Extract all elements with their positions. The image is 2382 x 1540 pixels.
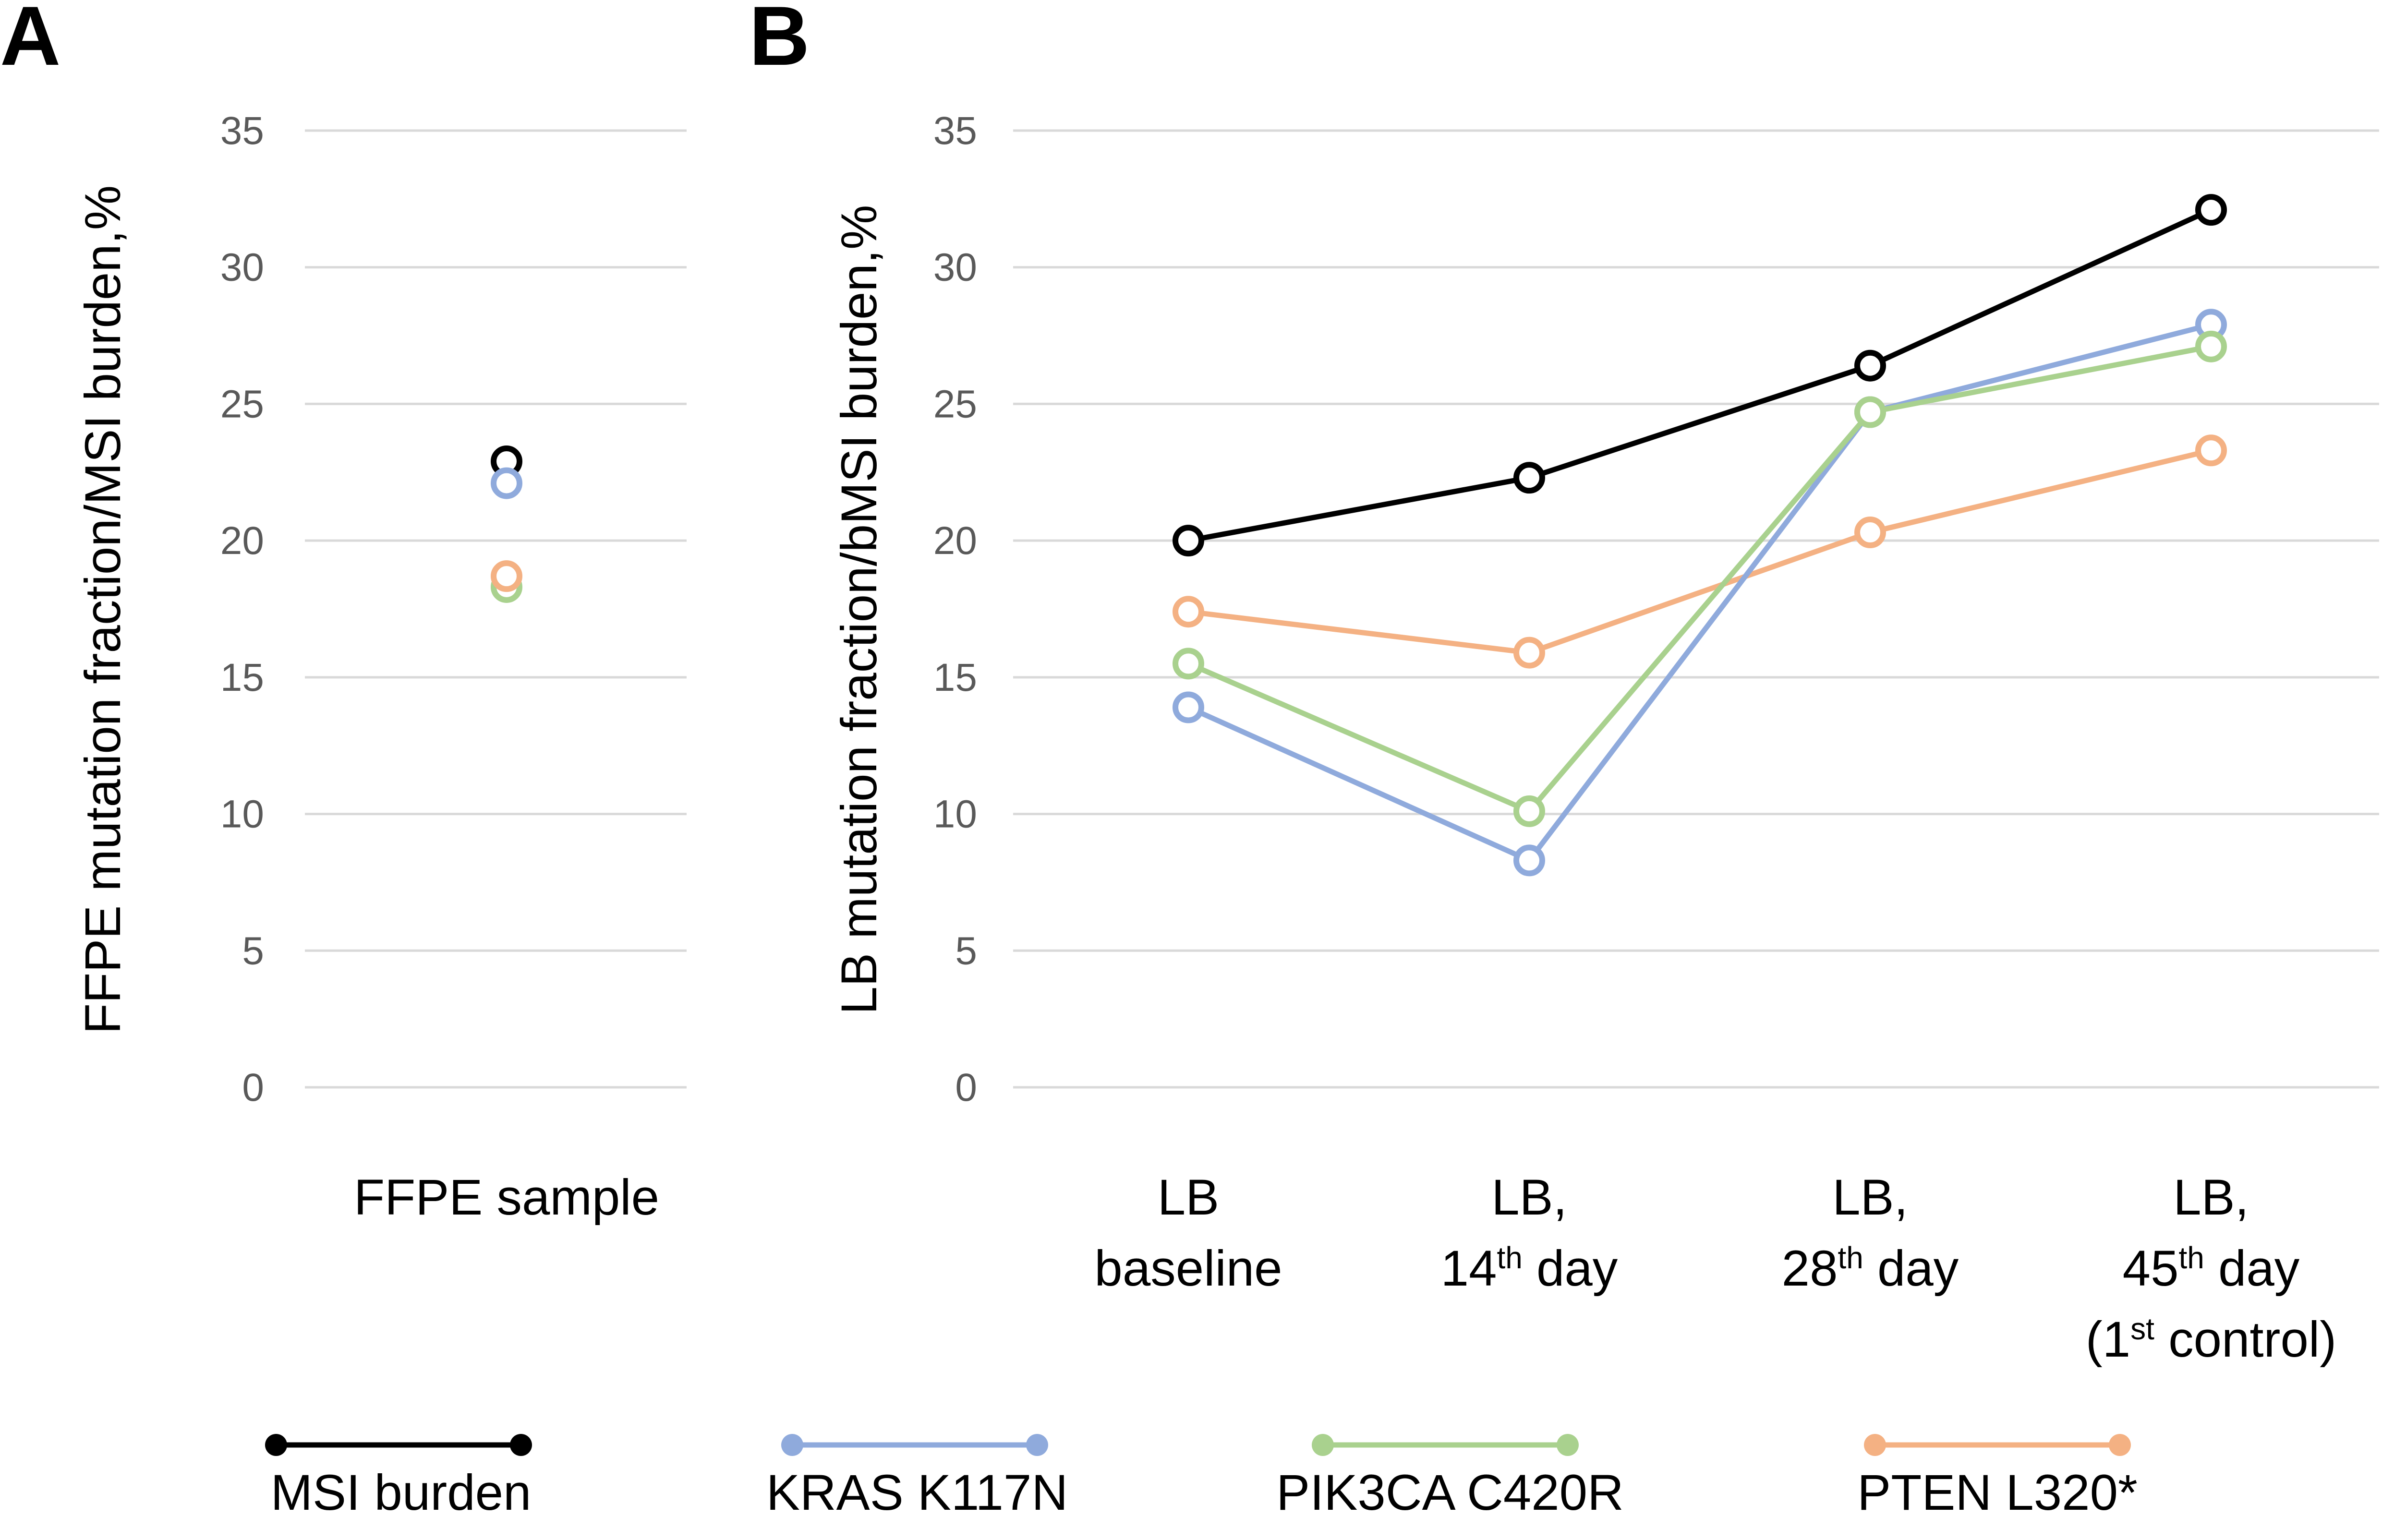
panel-a-point-kras-k117n-1 <box>491 467 522 499</box>
panel-b-y-tick-25: 25 <box>933 382 977 426</box>
panel-b-series-line-msi-burden <box>1185 207 2214 543</box>
panel-b-x-tick-4-line-2: 45th day <box>2123 1240 2300 1297</box>
panel-b-point-msi-burden-4 <box>2195 194 2227 226</box>
panel-b-y-tick-0: 0 <box>955 1066 977 1109</box>
panel-b-series-line-pten-l320 <box>1185 447 2214 656</box>
panel-a-y-tick-5: 5 <box>242 929 264 973</box>
panel-b-x-tick-1-line-2: baseline <box>1094 1240 1282 1297</box>
panel-a-y-axis-label: FFPE mutation fraction/MSI burden,% <box>75 185 131 1034</box>
legend-label-msi-burden: MSI burden <box>271 1465 532 1521</box>
panel-b-series-line-kras-k117n <box>1185 322 2214 863</box>
panel-b-point-pten-l320-2 <box>1513 637 1545 669</box>
panel-a-letter: A <box>0 0 60 83</box>
legend-marker-end-pik3ca-c420r <box>1557 1434 1579 1456</box>
panel-a-y-tick-15: 15 <box>220 656 264 699</box>
panel-a-x-tick-1-line-1: FFPE sample <box>354 1169 659 1226</box>
panel-b-chart: 0 5 10 15 20 25 30 35 LB mutation fraction/bMSI … <box>831 109 2379 1368</box>
panel-a-y-tick-10: 10 <box>220 793 264 836</box>
panel-b-series-line-pik3ca-c420r <box>1185 344 2214 814</box>
panel-a-y-tick-35: 35 <box>220 109 264 153</box>
panel-a-y-tick-20: 20 <box>220 519 264 563</box>
panel-b-y-tick-20: 20 <box>933 519 977 563</box>
panel-a-y-tick-25: 25 <box>220 382 264 426</box>
panel-b-x-tick-1-line-1: LB <box>1158 1169 1219 1226</box>
panel-b-x-tick-3-line-2: 28th day <box>1782 1240 1959 1297</box>
panel-b-point-pik3ca-c420r-3 <box>1854 396 1886 428</box>
panel-a-y-tick-0: 0 <box>242 1066 264 1109</box>
panel-b-x-tick-2-line-2: 14th day <box>1441 1240 1618 1297</box>
panel-b-point-msi-burden-1 <box>1173 525 1204 557</box>
legend-marker-start-msi-burden <box>265 1434 287 1456</box>
panel-b-x-tick-2-line-1: LB, <box>1491 1169 1567 1226</box>
panel-b-point-pik3ca-c420r-2 <box>1513 795 1545 827</box>
panel-a-chart: 0 5 10 15 20 25 30 35 FFPE mutation fraction/MSI… <box>75 109 687 1226</box>
panel-b-point-pten-l320-1 <box>1173 596 1204 628</box>
panel-b-point-kras-k117n-1 <box>1173 691 1204 723</box>
legend-label-pik3ca-c420r: PIK3CA C420R <box>1276 1465 1624 1521</box>
legend-label-kras-k117n: KRAS K117N <box>766 1465 1068 1521</box>
panel-b-point-pik3ca-c420r-1 <box>1173 648 1204 680</box>
panel-b-x-tick-4-line-1: LB, <box>2173 1169 2249 1226</box>
panel-b-x-tick-4-line-3: (1st control) <box>2086 1311 2336 1368</box>
legend-label-pten-l320: PTEN L320* <box>1857 1465 2138 1521</box>
panel-b-point-msi-burden-2 <box>1513 462 1545 494</box>
panel-b-point-pten-l320-4 <box>2195 434 2227 467</box>
panel-b-y-tick-10: 10 <box>933 793 977 836</box>
legend-marker-start-pik3ca-c420r <box>1312 1434 1334 1456</box>
legend: MSI burden KRAS K117N PIK3CA C420R PTEN L32… <box>265 1434 2138 1521</box>
panel-b-point-msi-burden-3 <box>1854 349 1886 382</box>
panel-b-point-kras-k117n-2 <box>1513 844 1545 877</box>
legend-marker-end-msi-burden <box>510 1434 532 1456</box>
panel-b-y-axis-label: LB mutation fraction/bMSI burden,% <box>831 205 887 1015</box>
panel-b-letter: B <box>749 0 810 83</box>
panel-b-y-tick-35: 35 <box>933 109 977 153</box>
panel-b-y-tick-15: 15 <box>933 656 977 699</box>
panel-a-point-pten-l320-1 <box>491 560 522 592</box>
panel-a-y-tick-30: 30 <box>220 246 264 289</box>
panel-b-point-pik3ca-c420r-4 <box>2195 330 2227 362</box>
panel-b-point-pten-l320-3 <box>1854 517 1886 549</box>
panel-b-y-tick-5: 5 <box>955 929 977 973</box>
panel-b-x-tick-3-line-1: LB, <box>1832 1169 1908 1226</box>
legend-marker-start-kras-k117n <box>781 1434 803 1456</box>
legend-marker-end-kras-k117n <box>1026 1434 1048 1456</box>
legend-marker-start-pten-l320 <box>1864 1434 1886 1456</box>
panel-b-y-tick-30: 30 <box>933 246 977 289</box>
legend-marker-end-pten-l320 <box>2109 1434 2131 1456</box>
